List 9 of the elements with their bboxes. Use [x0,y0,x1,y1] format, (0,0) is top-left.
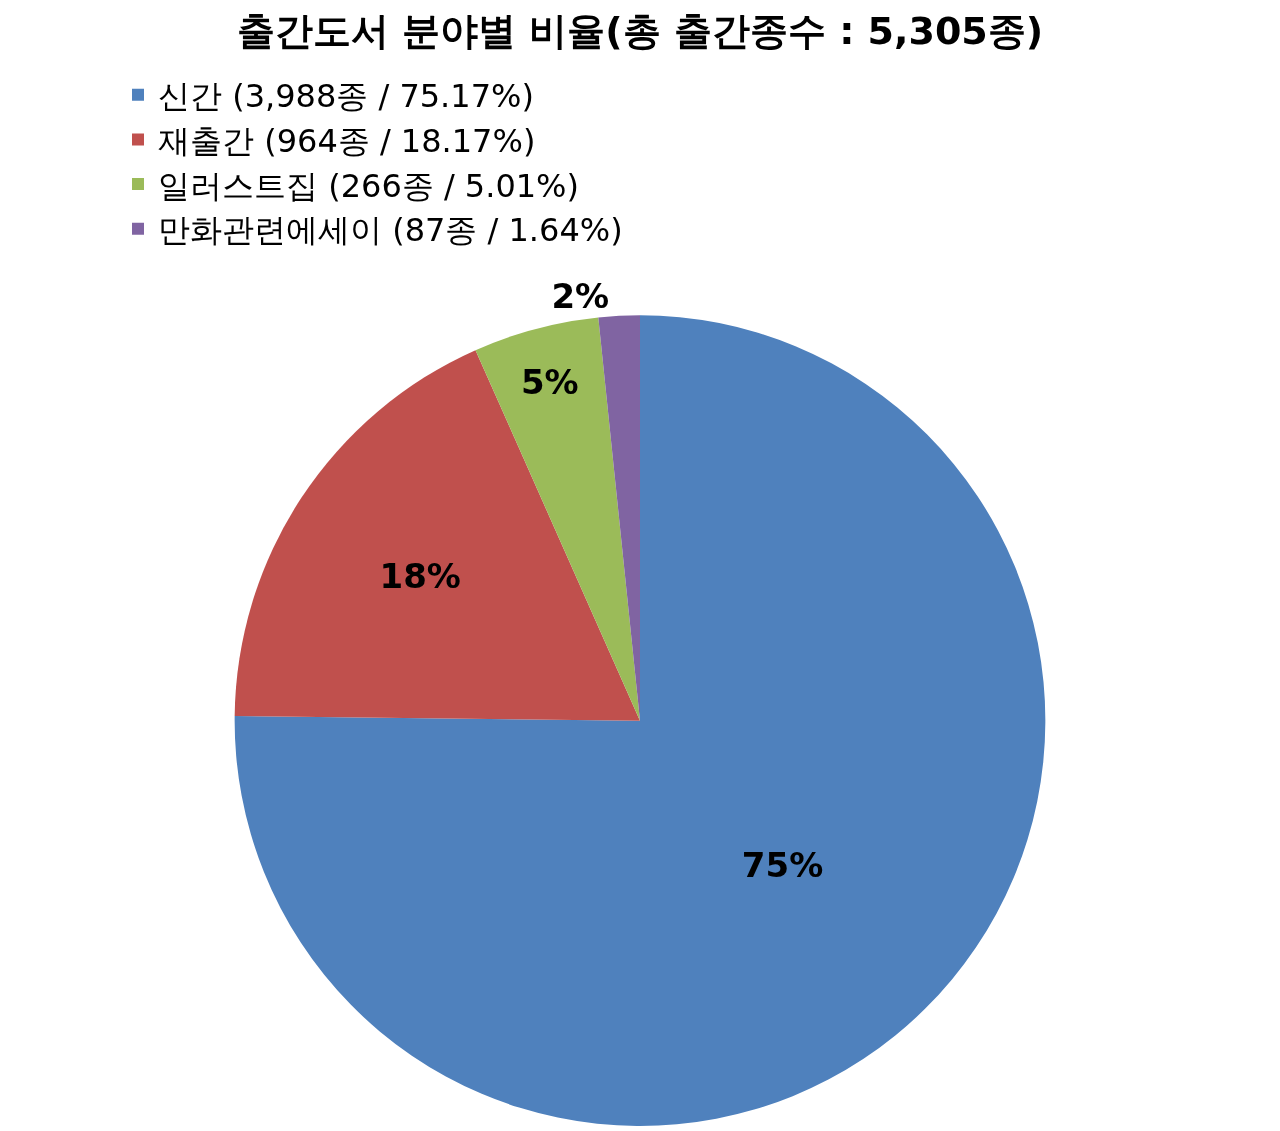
legend-label: 재출간 (964종 / 18.17%) [158,121,536,160]
legend-label: 신간 (3,988종 / 75.17%) [158,77,534,116]
data-label: 75% [741,844,824,885]
data-label: 18% [379,555,461,596]
legend-label: 일러스트집 (266종 / 5.01%) [158,166,579,205]
data-label: 2% [551,275,610,316]
data-label: 5% [520,362,579,403]
legend-label: 만화관련에세이 (87종 / 1.64%) [158,211,623,250]
chart-title: 출간도서 분야별 비율(총 출간종수 : 5,305종) [236,8,1044,53]
